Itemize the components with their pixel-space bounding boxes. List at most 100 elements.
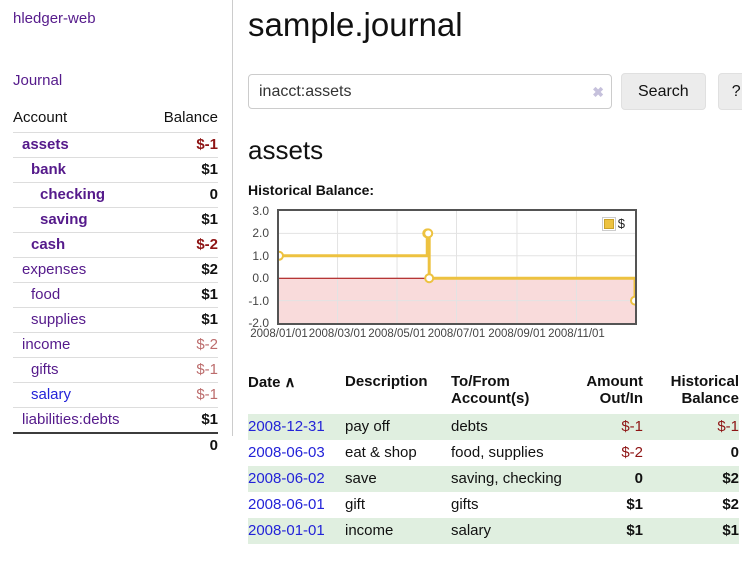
account-row: expenses $2 bbox=[13, 257, 218, 283]
account-column-header: Account bbox=[13, 109, 68, 126]
account-link[interactable]: income bbox=[22, 336, 71, 353]
account-row: food $1 bbox=[13, 282, 218, 308]
total-row: 0 bbox=[13, 432, 218, 458]
transaction-date-link[interactable]: 2008-06-02 bbox=[248, 470, 325, 487]
search-input[interactable] bbox=[248, 74, 612, 109]
account-link[interactable]: salary bbox=[31, 386, 72, 403]
account-balance: $-1 bbox=[148, 132, 218, 158]
transaction-description: gift bbox=[345, 496, 366, 513]
register-header-description: Description bbox=[345, 373, 428, 390]
search-button[interactable]: Search bbox=[621, 73, 706, 110]
transaction-balance: $2 bbox=[722, 496, 739, 513]
transaction-amount: $-2 bbox=[621, 444, 643, 461]
transaction-row: 2008-06-03 eat & shop food, supplies $-2 0 bbox=[248, 440, 739, 466]
clear-search-icon[interactable]: ✖ bbox=[592, 83, 604, 100]
account-balance: $-2 bbox=[148, 332, 218, 358]
register-header-date: Date ∧ bbox=[248, 374, 296, 391]
account-link[interactable]: liabilities:debts bbox=[22, 411, 120, 428]
accounts-table: Account Balance assets $-1 bank $1 checking 0… bbox=[13, 105, 218, 458]
y-axis-tick: 2.0 bbox=[252, 226, 269, 241]
account-balance: 0 bbox=[148, 182, 218, 208]
sidebar: hledger-web Journal Account Balance asse… bbox=[0, 0, 233, 458]
register-header-accounts: To/From Account(s) bbox=[451, 373, 530, 407]
account-balance: $-1 bbox=[148, 382, 218, 408]
balance-chart-svg bbox=[279, 211, 635, 323]
brand-link[interactable]: hledger-web bbox=[13, 10, 96, 27]
x-axis-tick: 2008/07/01 bbox=[427, 328, 486, 340]
total-balance: 0 bbox=[148, 432, 218, 458]
transaction-description: eat & shop bbox=[345, 444, 417, 461]
transaction-row: 2008-06-02 save saving, checking 0 $2 bbox=[248, 466, 739, 492]
balance-chart: 3.0 2.0 1.0 0.0 -1.0 -2.0 $ 2008/01/01 2008/03… bbox=[248, 204, 637, 345]
account-link[interactable]: bank bbox=[31, 161, 67, 178]
account-link[interactable]: cash bbox=[31, 236, 66, 253]
balance-column-header: Balance bbox=[163, 109, 218, 126]
legend-series-swatch bbox=[601, 216, 616, 231]
account-row: bank $1 bbox=[13, 157, 218, 183]
register-table: Date ∧ Description To/From Account(s) Amo… bbox=[248, 371, 739, 544]
legend-series-label: $ bbox=[617, 216, 625, 231]
y-axis-tick: 3.0 bbox=[252, 204, 269, 218]
transaction-date-link[interactable]: 2008-01-01 bbox=[248, 522, 325, 539]
sort-ascending-icon: ∧ bbox=[284, 374, 296, 391]
transaction-date-link[interactable]: 2008-12-31 bbox=[248, 418, 325, 435]
account-link[interactable]: expenses bbox=[22, 261, 87, 278]
sidebar-item-journal[interactable]: Journal bbox=[13, 72, 63, 89]
transaction-amount: $1 bbox=[626, 522, 643, 539]
accounts-table-header: Account Balance bbox=[13, 105, 218, 133]
x-axis-tick: 2008/01/01 bbox=[250, 328, 308, 340]
register-header-balance: Historical Balance bbox=[670, 373, 739, 407]
account-row: assets $-1 bbox=[13, 132, 218, 158]
transaction-amount: $-1 bbox=[621, 418, 643, 435]
account-row: checking 0 bbox=[13, 182, 218, 208]
transaction-row: 2008-01-01 income salary $1 $1 bbox=[248, 518, 739, 544]
account-balance: $-2 bbox=[148, 232, 218, 258]
account-row: gifts $-1 bbox=[13, 357, 218, 383]
account-link[interactable]: food bbox=[31, 286, 61, 303]
account-balance: $2 bbox=[148, 257, 218, 283]
account-link[interactable]: supplies bbox=[31, 311, 87, 328]
account-link[interactable]: assets bbox=[22, 136, 69, 153]
account-balance: $-1 bbox=[148, 357, 218, 383]
account-balance: $1 bbox=[148, 157, 218, 183]
search-form: ✖ Search ? bbox=[248, 73, 742, 110]
account-row: cash $-2 bbox=[13, 232, 218, 258]
transaction-row: 2008-12-31 pay off debts $-1 $-1 bbox=[248, 414, 739, 440]
x-axis-labels: 2008/01/01 2008/03/01 2008/05/01 2008/07/01… bbox=[250, 328, 635, 343]
x-axis-tick: 2008/11/01 bbox=[548, 328, 605, 340]
register-header-row: Date ∧ Description To/From Account(s) Amo… bbox=[248, 371, 739, 414]
x-axis-tick: 2008/05/01 bbox=[368, 328, 426, 340]
y-axis-tick: 1.0 bbox=[252, 248, 269, 263]
transaction-date-link[interactable]: 2008-06-01 bbox=[248, 496, 325, 513]
transaction-balance: 0 bbox=[730, 444, 739, 461]
transaction-accounts: saving, checking bbox=[451, 470, 562, 487]
account-row: saving $1 bbox=[13, 207, 218, 233]
transaction-date-link[interactable]: 2008-06-03 bbox=[248, 444, 325, 461]
account-row: income $-2 bbox=[13, 332, 218, 358]
x-axis-tick: 2008/09/01 bbox=[488, 328, 546, 340]
account-balance: $1 bbox=[148, 282, 218, 308]
page-title: sample.journal bbox=[248, 6, 463, 43]
chart-section-label: Historical Balance: bbox=[248, 182, 375, 198]
account-link[interactable]: gifts bbox=[31, 361, 59, 378]
transaction-description: save bbox=[345, 470, 377, 487]
account-balance: $1 bbox=[148, 307, 218, 333]
y-axis-tick: -1.0 bbox=[248, 293, 269, 308]
transaction-accounts: debts bbox=[451, 418, 488, 435]
y-axis-labels: 3.0 2.0 1.0 0.0 -1.0 -2.0 bbox=[241, 204, 273, 330]
transaction-accounts: gifts bbox=[451, 496, 479, 513]
transaction-amount: 0 bbox=[634, 470, 643, 487]
transaction-amount: $1 bbox=[626, 496, 643, 513]
search-box: ✖ bbox=[248, 74, 612, 109]
transaction-balance: $1 bbox=[722, 522, 739, 539]
account-row: liabilities:debts $1 bbox=[13, 407, 218, 433]
account-row: salary $-1 bbox=[13, 382, 218, 408]
x-axis-tick: 2008/03/01 bbox=[308, 328, 367, 340]
account-balance: $1 bbox=[148, 407, 218, 433]
account-link[interactable]: checking bbox=[40, 186, 106, 203]
help-button[interactable]: ? bbox=[717, 73, 742, 110]
account-balance: $1 bbox=[148, 207, 218, 233]
account-link[interactable]: saving bbox=[40, 211, 88, 228]
y-axis-tick: 0.0 bbox=[252, 271, 269, 286]
chart-legend: $ bbox=[600, 215, 626, 232]
